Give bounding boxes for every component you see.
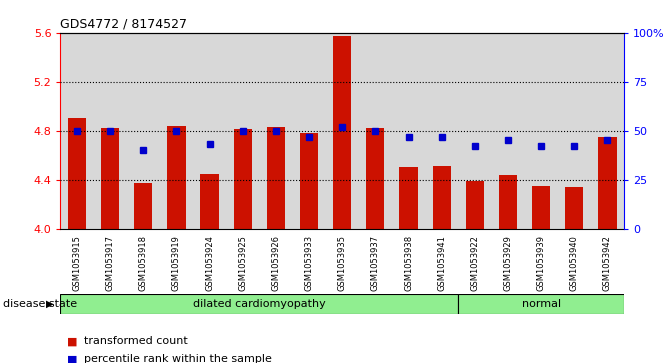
Bar — [359, 33, 392, 229]
Bar — [259, 33, 293, 229]
Bar — [466, 181, 484, 229]
Bar — [565, 187, 583, 229]
Bar — [267, 127, 285, 229]
Bar — [591, 33, 624, 229]
Text: ■: ■ — [67, 336, 78, 346]
Bar — [160, 33, 193, 229]
Bar — [226, 33, 259, 229]
Bar — [499, 175, 517, 229]
Text: dilated cardiomyopathy: dilated cardiomyopathy — [193, 299, 325, 309]
Bar — [127, 33, 160, 229]
Bar — [599, 137, 617, 229]
Bar — [525, 33, 558, 229]
Bar — [193, 33, 226, 229]
Text: percentile rank within the sample: percentile rank within the sample — [84, 354, 272, 363]
Bar — [392, 33, 425, 229]
Bar — [60, 294, 458, 314]
Bar — [399, 167, 417, 229]
Bar — [101, 128, 119, 229]
Bar — [333, 36, 352, 229]
Bar — [60, 33, 93, 229]
Text: normal: normal — [521, 299, 561, 309]
Bar — [201, 174, 219, 229]
Bar — [293, 33, 325, 229]
Bar — [558, 33, 591, 229]
Bar — [491, 33, 525, 229]
Bar — [425, 33, 458, 229]
Bar — [532, 186, 550, 229]
Text: ▶: ▶ — [46, 299, 53, 309]
Text: ■: ■ — [67, 354, 78, 363]
Bar — [234, 130, 252, 229]
Bar — [134, 183, 152, 229]
Text: GDS4772 / 8174527: GDS4772 / 8174527 — [60, 17, 187, 30]
Bar — [366, 128, 384, 229]
Bar — [458, 294, 624, 314]
Bar — [433, 166, 451, 229]
Bar — [325, 33, 359, 229]
Bar — [458, 33, 491, 229]
Bar — [68, 118, 86, 229]
Text: disease state: disease state — [3, 299, 77, 309]
Bar — [167, 126, 186, 229]
Bar — [93, 33, 127, 229]
Text: transformed count: transformed count — [84, 336, 188, 346]
Bar — [300, 133, 318, 229]
